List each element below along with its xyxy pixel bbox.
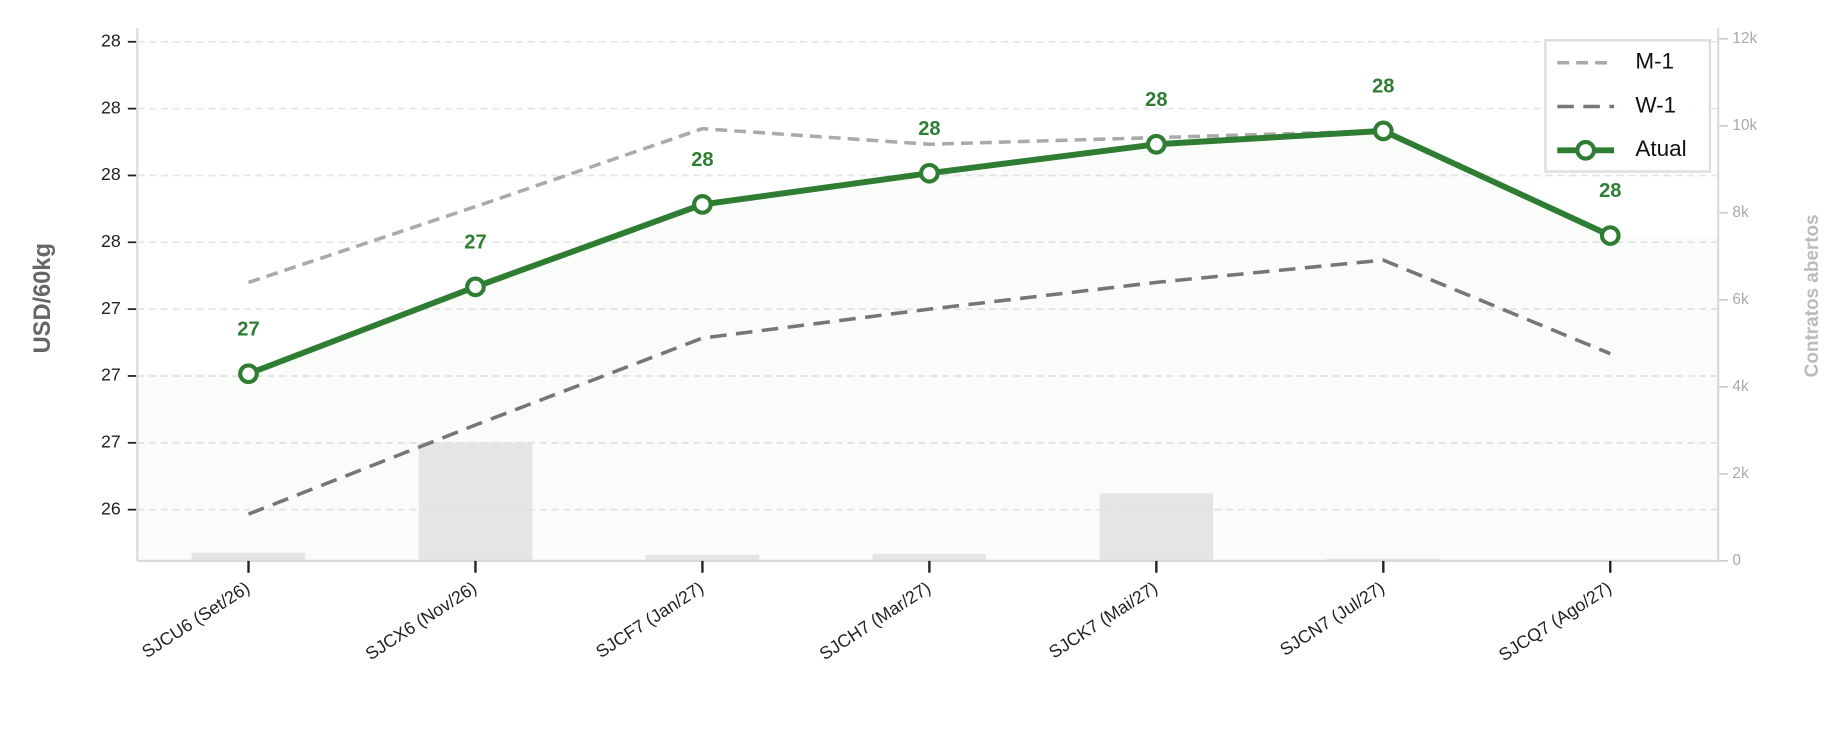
point-marker [692, 194, 713, 215]
x-tick-label: SJCF7 (Jan/27) [592, 577, 707, 661]
series-line [247, 258, 1611, 516]
open-interest-bar [872, 553, 987, 561]
y-tick-label: 28 [101, 164, 121, 184]
data-label: 28 [1372, 75, 1394, 97]
y-tick-label: 26 [101, 498, 121, 518]
point-marker [465, 276, 486, 298]
x-tick-label: SJCN7 (Jul/27) [1276, 577, 1388, 659]
x-tick-label: SJCX6 (Nov/26) [362, 577, 480, 664]
data-label: 28 [918, 118, 940, 140]
open-interest-bar [191, 552, 306, 561]
plot-root: USD/60kg Contratos abertos 26 27 27 27 28 28 2… [30, 28, 1823, 665]
y2-tick-label: 6k [1732, 291, 1749, 308]
y-tick-label: 28 [101, 97, 121, 117]
x-tick-label: SJCH7 (Mar/27) [816, 577, 934, 664]
point-marker [1599, 225, 1621, 246]
series-line [247, 126, 1384, 285]
y2-tick-label: 4k [1732, 378, 1749, 395]
data-label: 28 [1599, 180, 1621, 202]
y2-axis-label: Contratos abertos [1802, 214, 1823, 377]
open-interest-bar [418, 442, 533, 561]
point-marker [238, 363, 259, 385]
y2-tick-label: 2k [1732, 465, 1749, 482]
y-tick-label: 27 [101, 365, 121, 385]
y2-tick-label: 8k [1732, 204, 1749, 221]
legend-label: M-1 [1635, 49, 1674, 74]
data-label: 27 [464, 231, 486, 253]
legend-label: W-1 [1635, 92, 1676, 117]
data-label: 27 [237, 318, 259, 340]
y2-tick-label: 12k [1732, 30, 1757, 47]
y2-tick-label: 10k [1732, 117, 1757, 134]
y-tick-label: 28 [101, 231, 121, 251]
y-axis-label: USD/60kg [30, 243, 56, 353]
point-marker [1145, 133, 1167, 155]
y2-tick-label: 0 [1732, 552, 1741, 569]
x-tick-label: SJCQ7 (Ago/27) [1495, 577, 1615, 665]
open-interest-bar [1099, 493, 1214, 561]
point-marker [1372, 120, 1394, 142]
x-tick-label: SJCU6 (Set/26) [138, 577, 253, 661]
plot-background [137, 28, 1719, 561]
x-tick-label: SJCK7 (Mai/27) [1045, 577, 1161, 662]
y-tick-label: 28 [101, 30, 121, 50]
y-tick-label: 27 [101, 298, 121, 318]
data-label: 28 [691, 149, 713, 171]
point-marker [919, 162, 940, 184]
legend-label: Atual [1635, 136, 1686, 161]
y-tick-label: 27 [101, 432, 121, 452]
legend-marker [1575, 139, 1597, 161]
data-label: 28 [1145, 89, 1167, 111]
open-interest-bar [645, 554, 760, 561]
